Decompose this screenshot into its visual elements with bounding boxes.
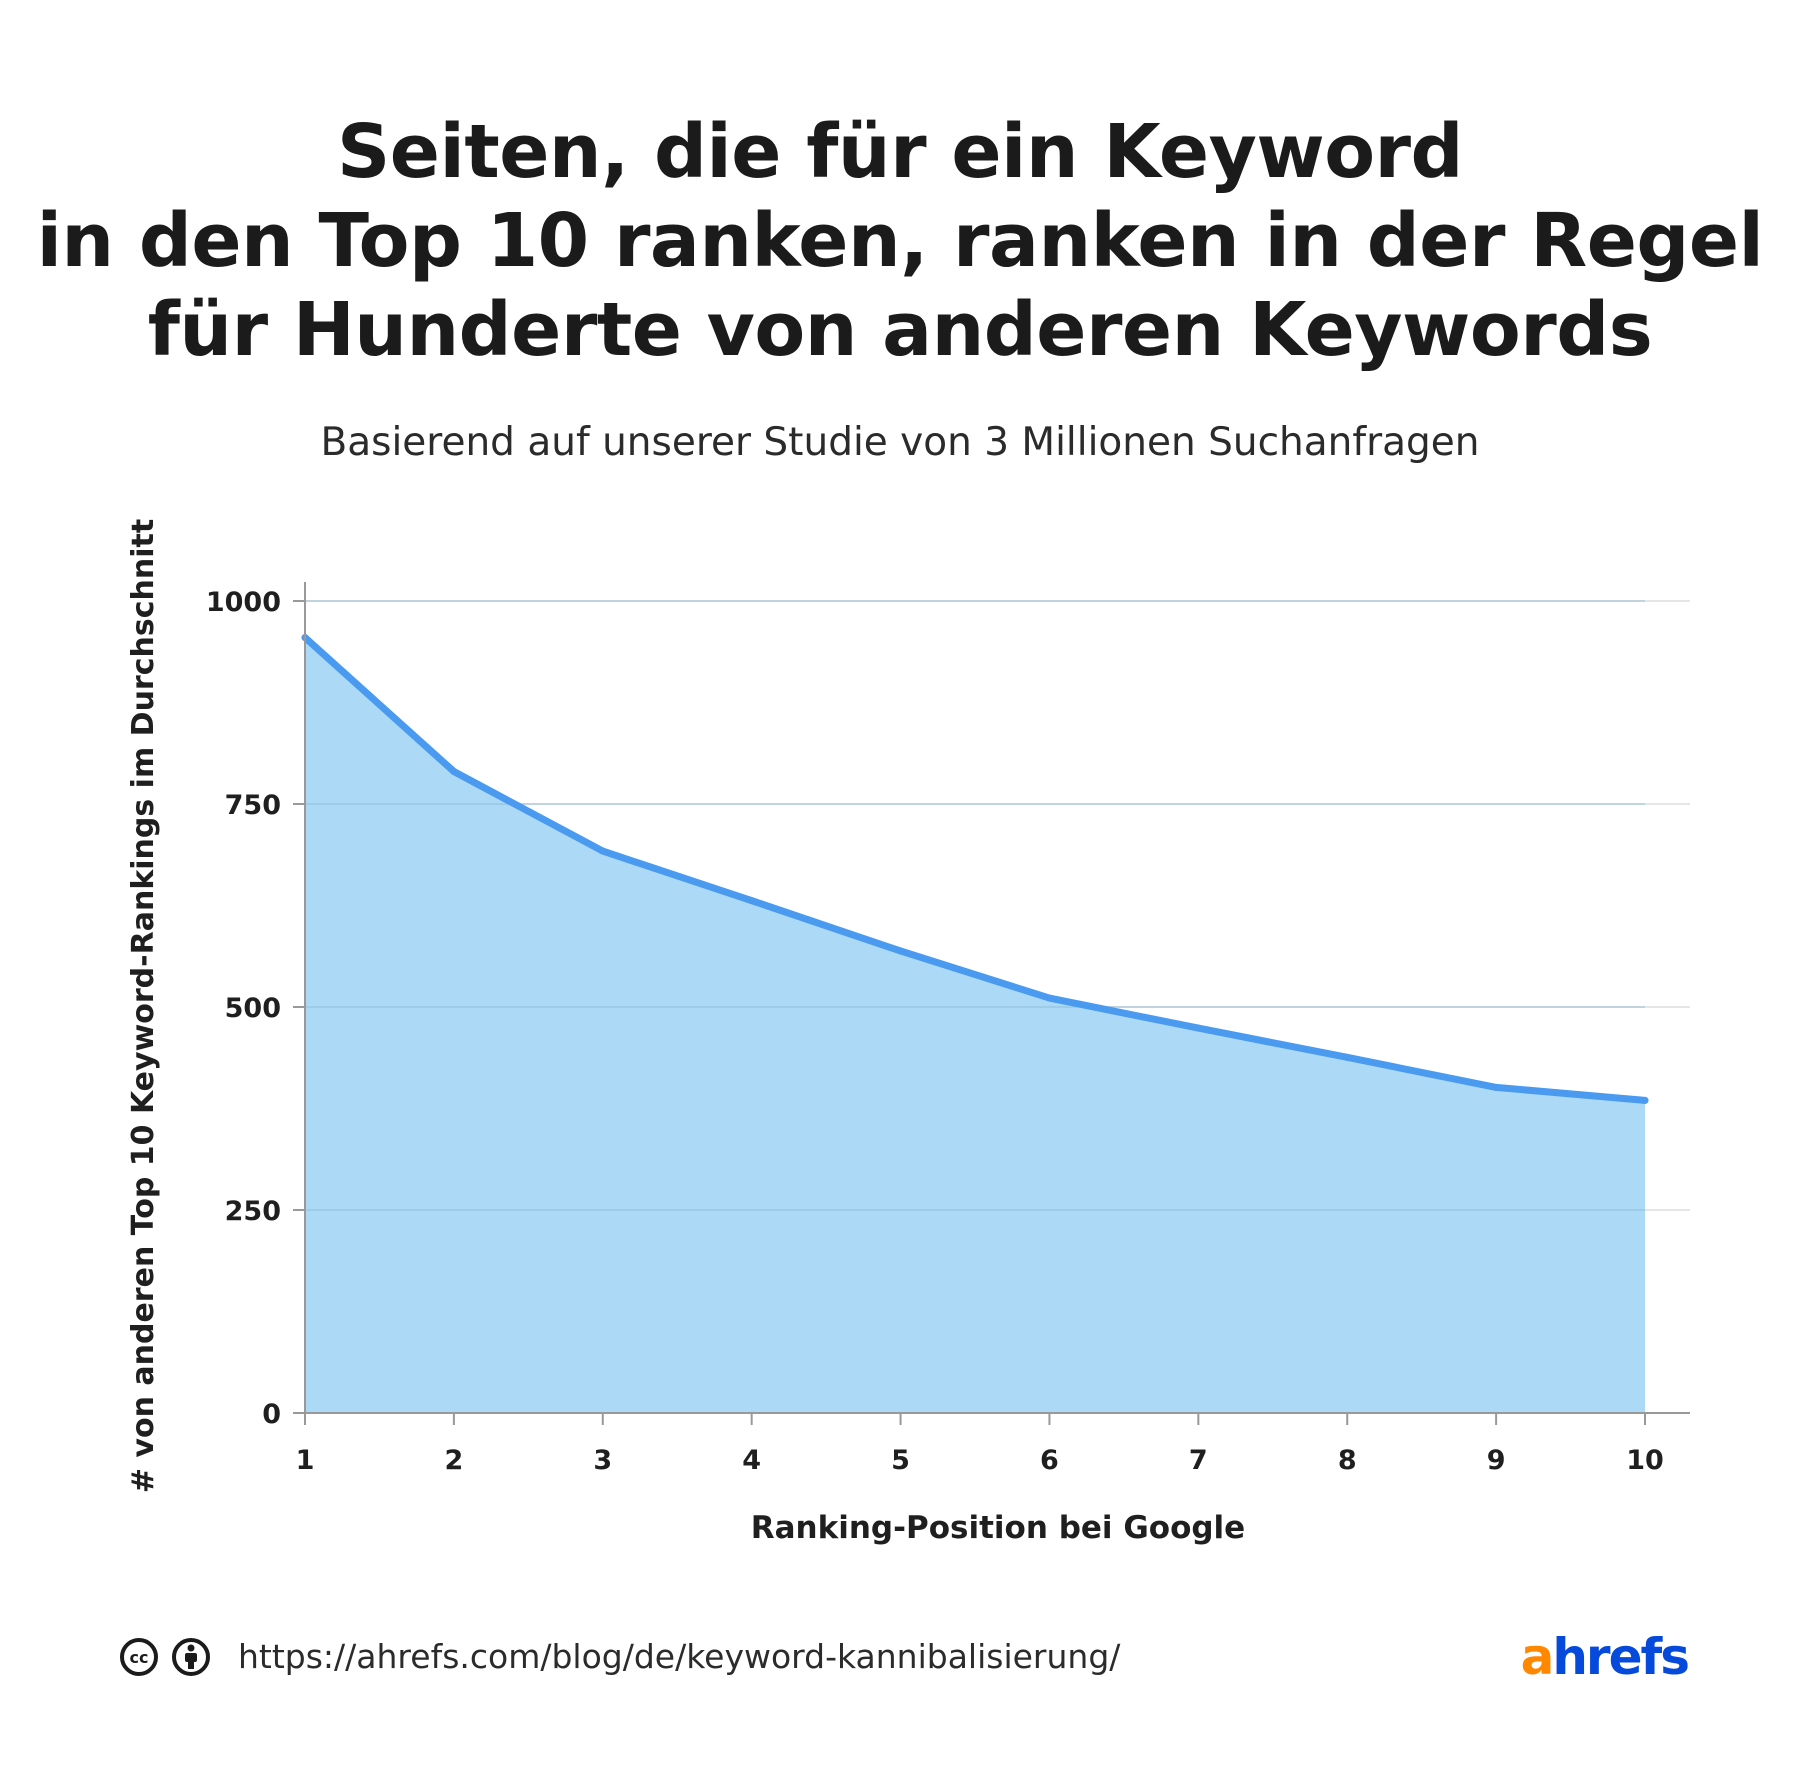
x-axis-title: Ranking-Position bei Google <box>751 1510 1245 1546</box>
data-point <box>1492 1083 1500 1091</box>
y-tick-label: 250 <box>225 1196 281 1227</box>
data-point <box>599 847 607 855</box>
x-tick-label: 10 <box>1626 1445 1664 1476</box>
y-tick-label: 0 <box>262 1399 281 1430</box>
logo-rest: hrefs <box>1552 1628 1690 1686</box>
x-tick-label: 9 <box>1487 1445 1506 1476</box>
data-point <box>450 768 458 776</box>
series-line <box>301 634 1649 1104</box>
data-point <box>748 897 756 905</box>
y-tick-label: 750 <box>225 790 281 821</box>
source-url[interactable]: https://ahrefs.com/blog/de/keyword-kanni… <box>238 1637 1121 1676</box>
data-point <box>897 947 905 955</box>
y-tick-label: 1000 <box>206 587 281 618</box>
data-point <box>1045 994 1053 1002</box>
data-point <box>1343 1053 1351 1061</box>
ahrefs-logo: ahrefs <box>1520 1628 1690 1686</box>
cc-icon: cc <box>120 1638 158 1676</box>
title-line-3: für Hunderte von anderen Keywords <box>147 287 1653 373</box>
chart-title: Seiten, die für ein Keyword in den Top 1… <box>0 108 1800 375</box>
area-fill <box>305 637 1645 1413</box>
x-tick-label: 7 <box>1189 1445 1208 1476</box>
x-tick-label: 8 <box>1338 1445 1357 1476</box>
data-point <box>1641 1096 1649 1104</box>
y-tick-label: 500 <box>225 993 281 1024</box>
data-point <box>1194 1024 1202 1032</box>
license-icons: cc <box>120 1638 210 1676</box>
x-tick-label: 6 <box>1040 1445 1059 1476</box>
attribution-icon <box>172 1638 210 1676</box>
title-line-2: in den Top 10 ranken, ranken in der Rege… <box>36 198 1764 284</box>
x-tick-label: 3 <box>593 1445 612 1476</box>
logo-a: a <box>1520 1628 1555 1686</box>
x-tick-label: 1 <box>296 1445 315 1476</box>
title-line-1: Seiten, die für ein Keyword <box>336 109 1464 195</box>
chart-subtitle: Basierend auf unserer Studie von 3 Milli… <box>320 420 1480 465</box>
x-tick-label: 4 <box>742 1445 761 1476</box>
x-tick-label: 5 <box>891 1445 910 1476</box>
y-axis-title: # von anderen Top 10 Keyword-Rankings im… <box>126 519 161 1493</box>
x-tick-label: 2 <box>444 1445 463 1476</box>
